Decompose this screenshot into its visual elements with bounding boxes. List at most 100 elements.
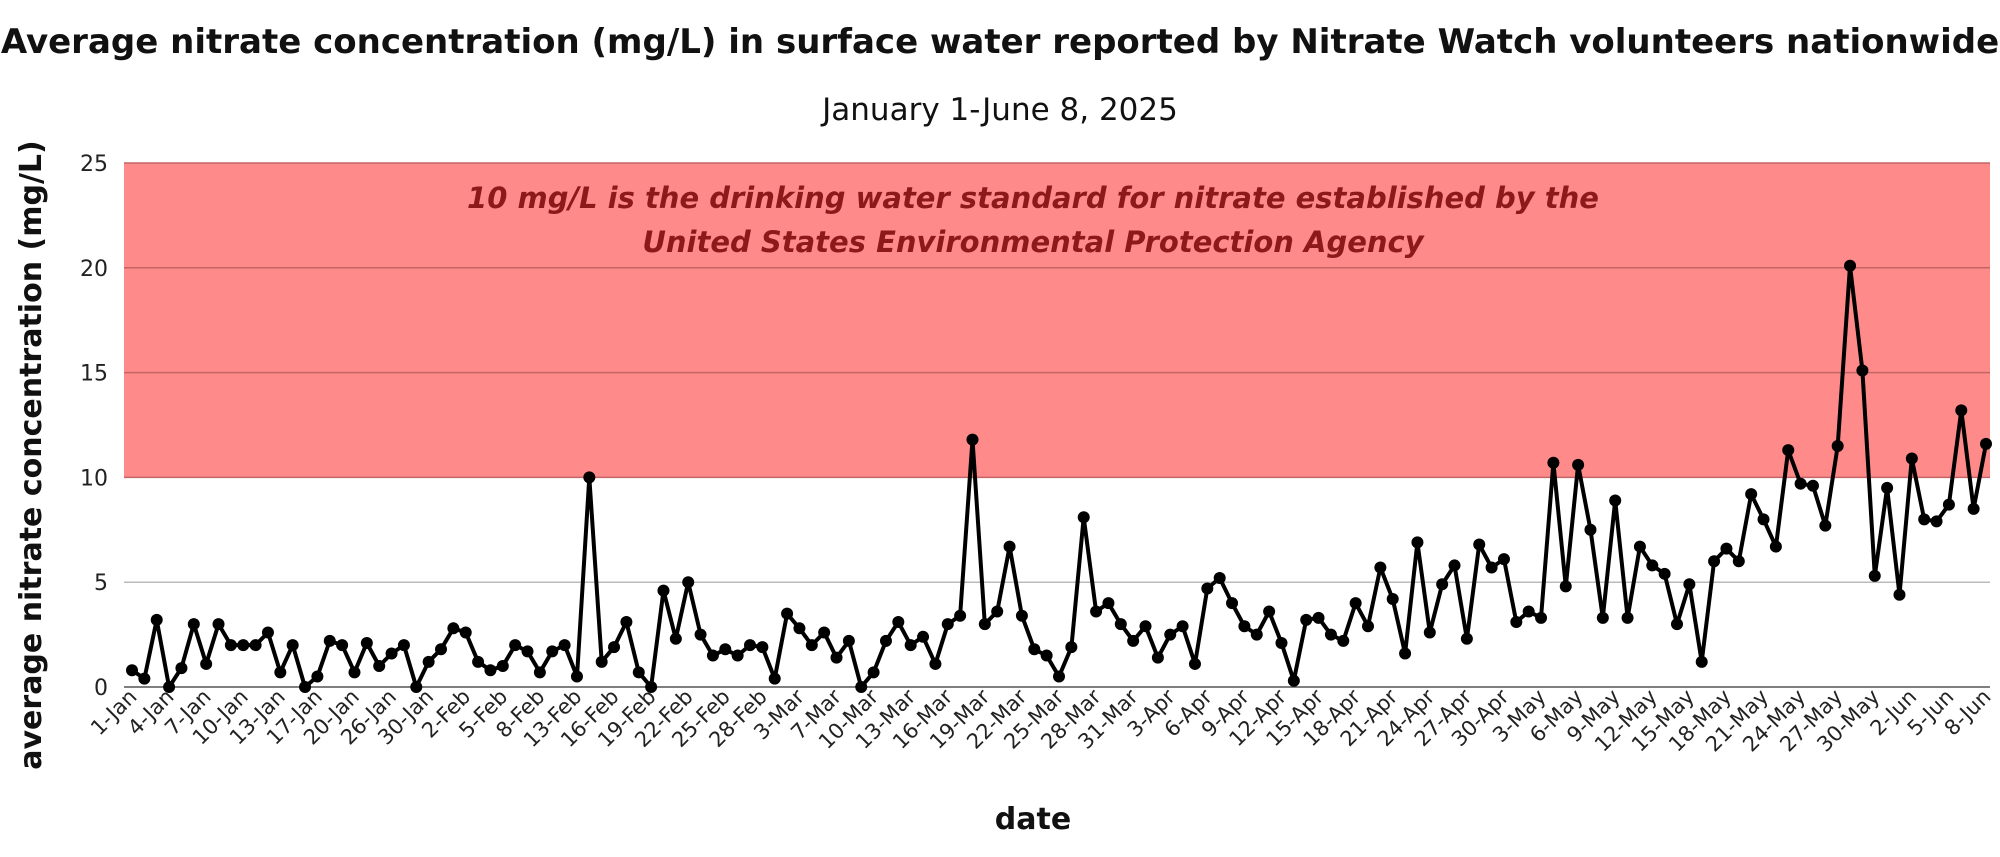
data-point [385,647,398,660]
data-point [1448,559,1461,572]
x-axis-label: date [995,802,1071,837]
data-point [694,628,707,641]
data-point [311,670,324,683]
data-point [1337,634,1350,647]
data-point [435,643,447,656]
data-point [187,618,200,631]
data-point [1312,611,1325,624]
data-point [1831,439,1844,452]
data-point [657,584,670,597]
data-point [1535,611,1548,624]
data-point [373,660,386,673]
data-point [904,639,917,652]
data-point [731,649,744,662]
data-point [1955,404,1968,417]
data-point [323,634,336,647]
data-point [929,657,942,670]
data-point [756,641,769,654]
data-point [1757,513,1770,526]
data-point [1139,620,1152,633]
data-point [484,664,497,677]
data-point [138,672,151,685]
threshold-band-layer [124,163,1990,478]
data-point [595,655,608,668]
data-point [892,616,905,629]
data-point [1176,620,1189,633]
data-point [867,666,880,679]
data-point [1856,364,1869,377]
data-point [632,666,645,679]
data-point [224,639,237,652]
data-point [1609,494,1622,507]
data-point [299,681,312,693]
threshold-annotation: 10 mg/L is the drinking water standard f… [467,181,1599,259]
data-point [1942,498,1955,511]
data-point [1572,458,1585,471]
data-point [1324,628,1337,641]
data-point [1621,611,1634,624]
data-point [744,639,756,652]
data-point [1263,605,1276,618]
data-point [410,681,423,693]
data-point [1844,259,1857,272]
data-point [1003,540,1016,553]
data-point [1460,632,1473,645]
data-point [261,626,274,639]
y-tick-label: 5 [94,571,108,596]
data-point [1114,618,1127,631]
data-point [941,618,954,631]
data-point [669,632,682,645]
data-point [978,618,991,631]
data-point [546,645,559,658]
data-point [1930,515,1943,528]
data-point [1374,561,1387,574]
data-point [1633,540,1646,553]
data-point [645,681,658,693]
data-point [533,666,546,679]
data-point [1782,444,1795,457]
data-point [496,660,509,673]
y-axis-ticks: 0 5 10 15 20 25 [80,152,108,701]
data-point [583,471,596,484]
data-point [768,672,781,685]
data-point [422,655,435,668]
data-point [608,641,621,654]
data-point [1893,588,1906,601]
data-point [1646,559,1659,572]
chart-subtitle: January 1-June 8, 2025 [822,92,1178,128]
y-tick-label: 0 [94,676,108,701]
data-points [126,259,1992,693]
data-point [1794,477,1807,490]
data-point [348,666,361,679]
data-point [1238,620,1251,633]
data-point [917,630,930,643]
data-point [954,609,967,622]
y-tick-label: 10 [80,466,108,491]
data-point [397,639,410,652]
data-point [1584,523,1597,536]
threshold-band [124,163,1990,478]
data-point [830,651,843,664]
data-point [818,626,831,639]
data-point [1226,597,1239,610]
data-point [126,664,138,677]
data-point [336,639,349,652]
data-point [1213,572,1226,585]
threshold-annotation-line: United States Environmental Protection A… [642,225,1424,259]
data-point [509,639,522,652]
data-point [1510,616,1523,629]
data-point [1658,567,1671,580]
data-point [620,616,633,629]
data-point [1806,479,1819,492]
data-point [1077,511,1090,524]
data-point [1671,618,1683,631]
data-point [521,645,534,658]
data-point [570,670,583,683]
data-point [842,634,855,647]
data-point [682,576,695,589]
data-point [237,639,250,652]
data-point [1015,609,1028,622]
data-point [1522,605,1535,618]
threshold-annotation-line: 10 mg/L is the drinking water standard f… [467,181,1599,215]
